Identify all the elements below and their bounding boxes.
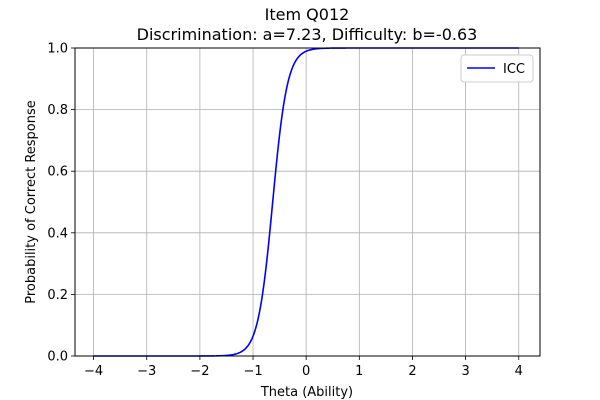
x-tick-label: −4 — [84, 364, 103, 379]
y-tick-label: 0.8 — [47, 103, 68, 118]
grid-lines — [75, 47, 540, 357]
legend: ICC — [460, 54, 534, 83]
legend-label-icc: ICC — [503, 62, 525, 77]
legend-box — [460, 54, 534, 83]
y-axis-label: Probability of Correct Response — [24, 100, 39, 304]
x-tick-label: −2 — [190, 364, 209, 379]
x-tick-label: 1 — [355, 364, 363, 379]
y-axis-ticks: 0.0 0.2 0.4 0.6 0.8 1.0 — [47, 42, 75, 365]
chart-title-line2: Discrimination: a=7.23, Difficulty: b=-0… — [137, 25, 478, 44]
x-tick-label: −3 — [137, 364, 156, 379]
x-tick-label: 2 — [408, 364, 416, 379]
y-tick-label: 0.0 — [47, 350, 68, 365]
x-tick-label: 4 — [515, 364, 523, 379]
x-tick-label: 3 — [461, 364, 469, 379]
plot-frame — [74, 47, 541, 357]
x-tick-label: 0 — [302, 364, 310, 379]
x-axis-ticks: −4 −3 −2 −1 0 1 2 3 4 — [84, 356, 523, 379]
x-axis-label: Theta (Ability) — [260, 385, 353, 400]
chart-title-line1: Item Q012 — [265, 5, 350, 24]
x-tick-label: −1 — [243, 364, 262, 379]
y-tick-label: 0.4 — [47, 226, 68, 241]
y-tick-label: 0.6 — [47, 165, 68, 180]
y-tick-label: 0.2 — [47, 288, 68, 303]
y-tick-label: 1.0 — [47, 42, 68, 57]
